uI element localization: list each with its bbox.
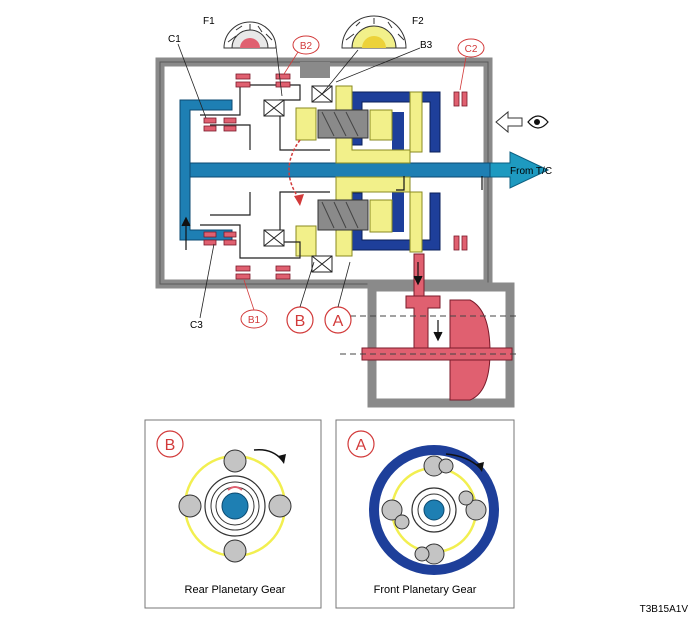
front-planetary-gear-drawing bbox=[369, 445, 499, 575]
b-callout: B bbox=[286, 261, 315, 334]
planet-pinions bbox=[317, 109, 369, 231]
b3-label: B3 bbox=[420, 40, 433, 51]
front-badge: A bbox=[347, 430, 375, 458]
input-arrow bbox=[487, 151, 550, 189]
rear-planetary-caption: Rear Planetary Gear bbox=[185, 584, 286, 596]
b2-label: B2 bbox=[300, 41, 313, 52]
output-gear-train bbox=[340, 253, 520, 401]
c2-callout: C2 bbox=[457, 38, 485, 91]
b-label: B bbox=[295, 313, 306, 330]
b1-callout: B1 bbox=[240, 279, 268, 329]
inner-members bbox=[200, 84, 330, 259]
clutch-plates bbox=[203, 73, 468, 280]
c2-label: C2 bbox=[465, 44, 478, 55]
clutch-drum-blue bbox=[351, 91, 441, 251]
f1-leader bbox=[275, 45, 283, 97]
c1-label: C1 bbox=[168, 34, 181, 45]
view-direction-icon bbox=[495, 110, 549, 134]
from-tc-label: From T/C bbox=[510, 166, 552, 177]
rear-planetary-gear-drawing bbox=[178, 448, 292, 563]
one-way-clutches bbox=[263, 85, 333, 273]
c3-label: C3 bbox=[190, 320, 203, 331]
b2-callout: B2 bbox=[283, 35, 320, 75]
rear-badge-label: B bbox=[165, 437, 176, 454]
f2-leader bbox=[321, 49, 359, 95]
rotation-arrow-red bbox=[288, 139, 304, 206]
front-badge-label: A bbox=[356, 437, 367, 454]
f1-label: F1 bbox=[203, 16, 215, 27]
a-callout: A bbox=[324, 261, 352, 334]
f2-clutch-icon bbox=[341, 15, 407, 49]
power-flow-arrows bbox=[181, 176, 483, 342]
b3-leader bbox=[335, 47, 421, 83]
a-label: A bbox=[333, 313, 344, 330]
b1-label: B1 bbox=[248, 315, 261, 326]
c1-leader bbox=[177, 43, 207, 119]
front-planetary-caption: Front Planetary Gear bbox=[374, 584, 477, 596]
figure-code: T3B15A1V bbox=[640, 604, 689, 615]
f2-label: F2 bbox=[412, 16, 424, 27]
c3-leader bbox=[199, 243, 215, 319]
rear-badge: B bbox=[156, 430, 184, 458]
f1-clutch-icon bbox=[223, 21, 277, 49]
